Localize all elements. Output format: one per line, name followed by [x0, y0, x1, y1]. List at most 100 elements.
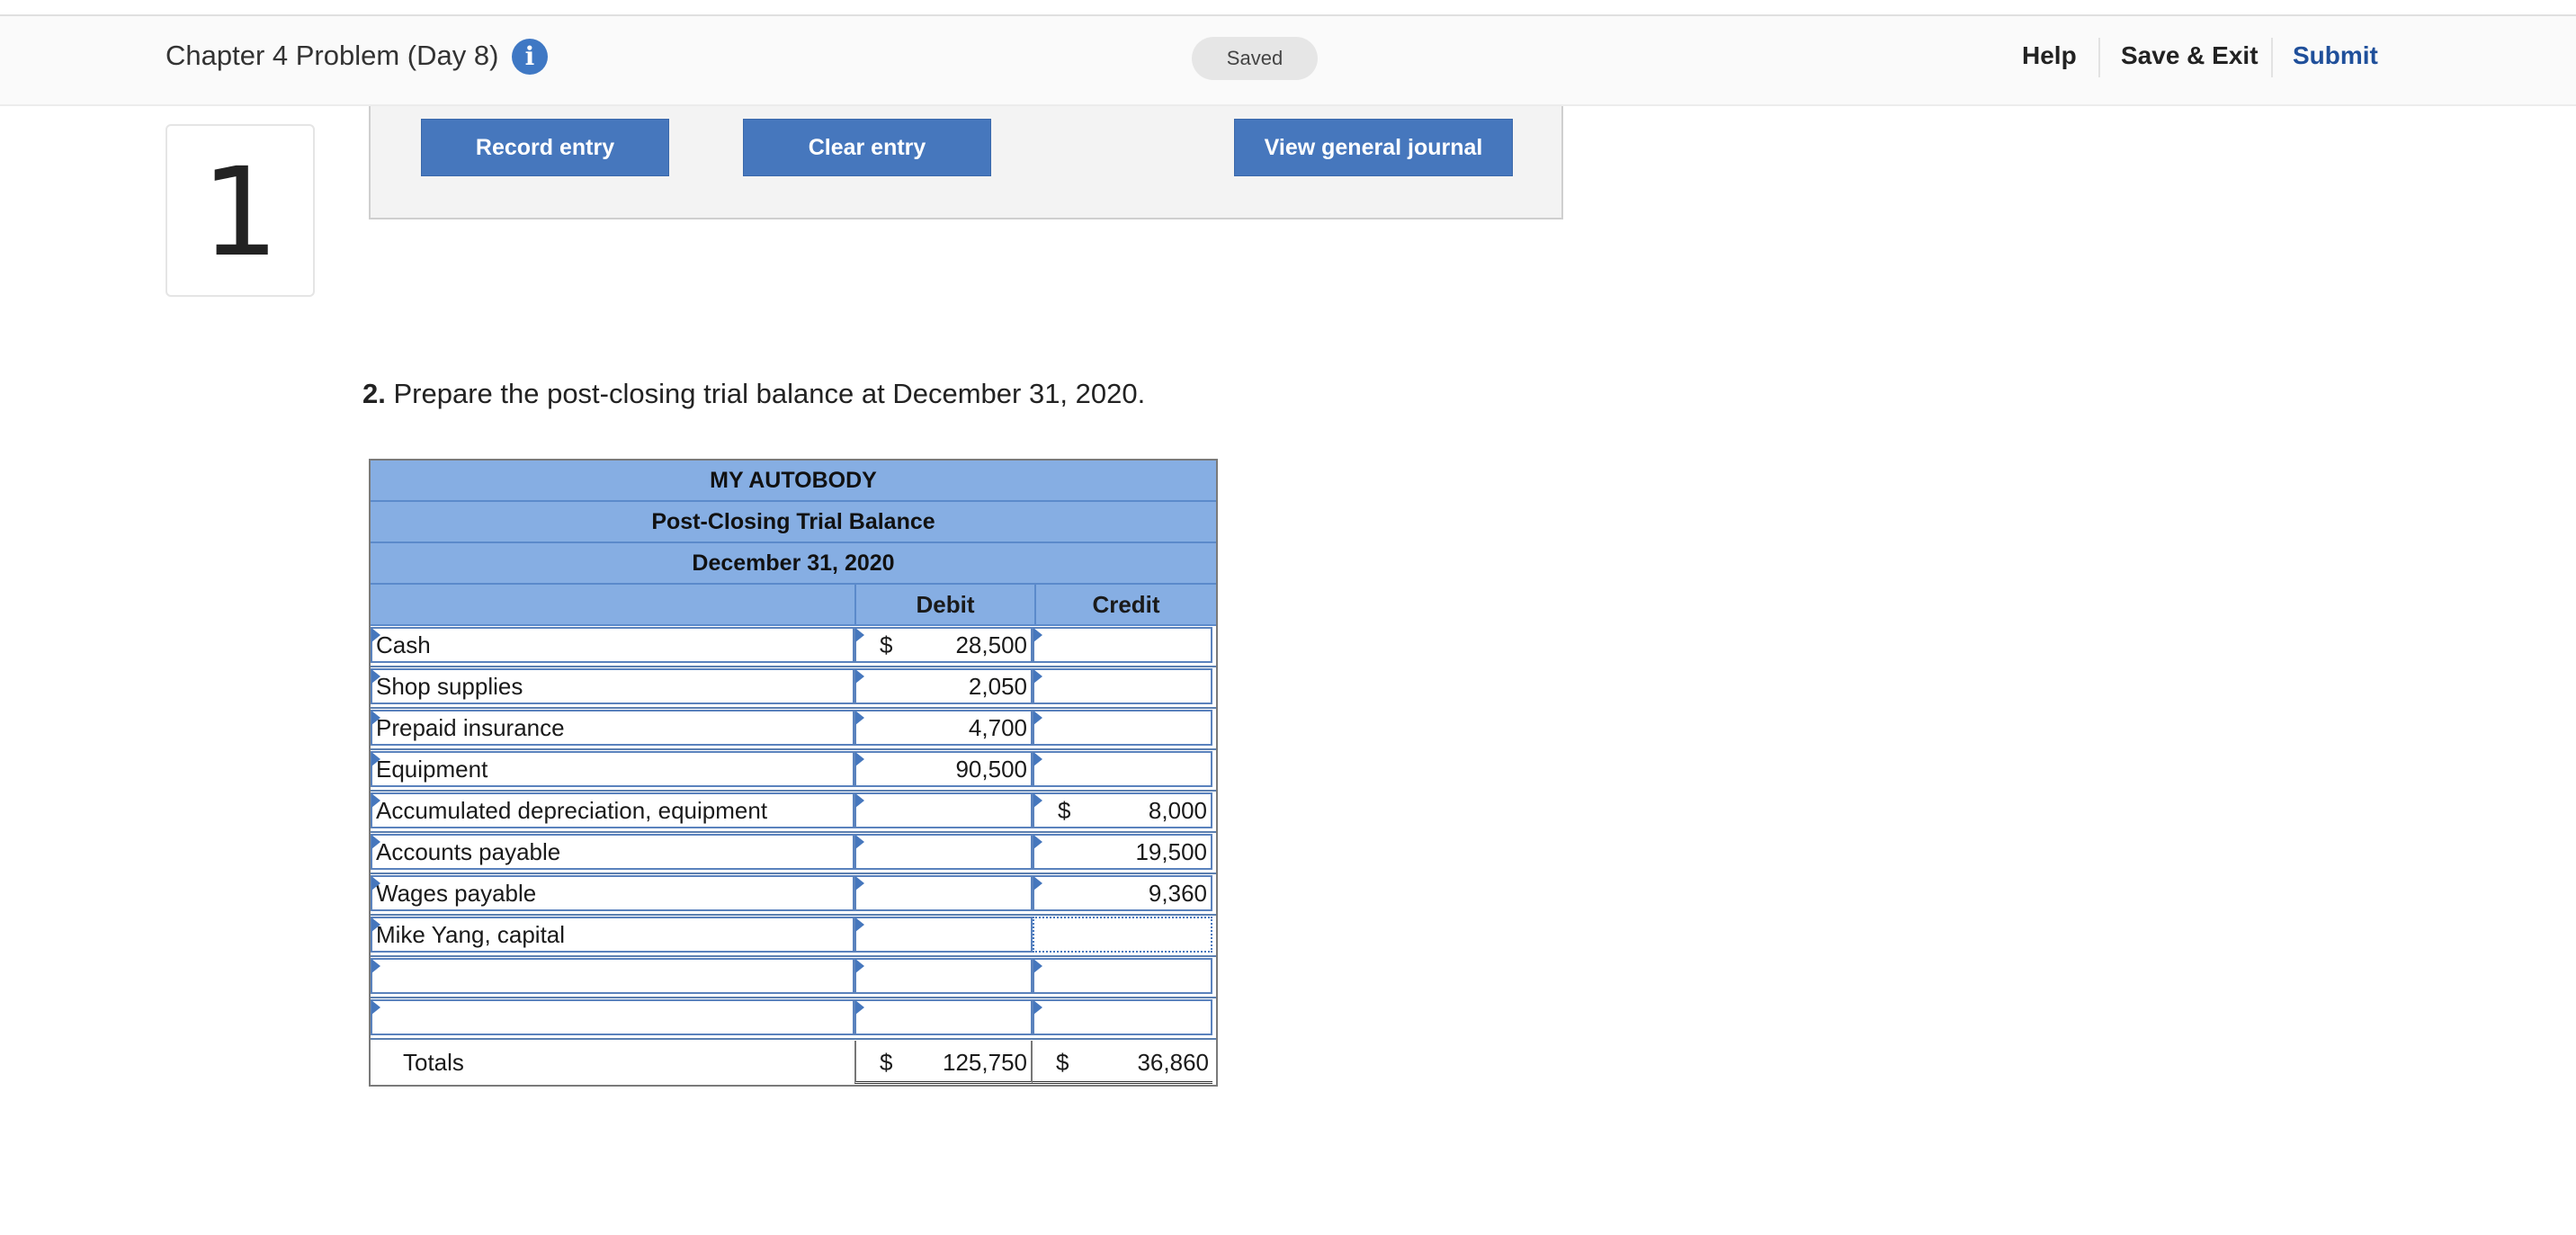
dropdown-indicator-icon [855, 959, 864, 973]
credit-amount: 19,500 [1135, 838, 1207, 865]
debit-input[interactable]: 90,500 [854, 751, 1033, 787]
credit-input[interactable] [1033, 668, 1212, 704]
debit-input[interactable] [854, 792, 1033, 828]
clear-entry-button[interactable]: Clear entry [743, 119, 991, 176]
save-exit-link[interactable]: Save & Exit [2121, 41, 2258, 69]
submit-link[interactable]: Submit [2293, 41, 2378, 69]
credit-column-header: Credit [1092, 591, 1160, 618]
account-name: Accounts payable [376, 838, 561, 865]
account-name-input[interactable]: Accounts payable [371, 834, 854, 870]
app-header: Chapter 4 Problem (Day 8) i Saved Help S… [0, 16, 2576, 106]
account-name: Equipment [376, 756, 488, 783]
debit-total: $ 125,750 [854, 1041, 1033, 1084]
credit-input[interactable] [1033, 627, 1212, 663]
dropdown-indicator-icon [1033, 711, 1042, 725]
dropdown-indicator-icon [371, 1000, 380, 1015]
instruction-text: 2. Prepare the post-closing trial balanc… [362, 378, 1145, 410]
credit-input[interactable]: $8,000 [1033, 792, 1212, 828]
dropdown-indicator-icon [1033, 959, 1042, 973]
record-entry-button[interactable]: Record entry [421, 119, 669, 176]
account-name-input[interactable] [371, 958, 854, 994]
saved-status-badge: Saved [1192, 37, 1318, 80]
debit-input[interactable] [854, 834, 1033, 870]
debit-amount: 28,500 [955, 631, 1027, 658]
dropdown-indicator-icon [1033, 752, 1042, 766]
credit-input[interactable] [1033, 958, 1212, 994]
account-name-input[interactable]: Prepaid insurance [371, 710, 854, 746]
totals-row: Totals $ 125,750 $ 36,860 [371, 1040, 1216, 1085]
credit-input[interactable]: 19,500 [1033, 834, 1212, 870]
account-name-input[interactable]: Wages payable [371, 875, 854, 911]
question-number-card: 1 [165, 124, 315, 297]
account-name-input[interactable]: Cash [371, 627, 854, 663]
dropdown-indicator-icon [855, 793, 864, 808]
credit-total-value: 36,860 [1137, 1049, 1209, 1076]
dropdown-indicator-icon [855, 752, 864, 766]
table-row: Accounts payable 19,500 [371, 833, 1216, 874]
credit-input[interactable] [1033, 710, 1212, 746]
debit-total-value: 125,750 [943, 1049, 1027, 1076]
account-name-input[interactable]: Equipment [371, 751, 854, 787]
dropdown-indicator-icon [855, 711, 864, 725]
dropdown-indicator-icon [855, 835, 864, 849]
account-name: Prepaid insurance [376, 714, 565, 741]
top-rule [0, 0, 2576, 16]
dropdown-indicator-icon [371, 793, 380, 808]
instruction-body: Prepare the post-closing trial balance a… [385, 378, 1146, 409]
account-name-input[interactable] [371, 999, 854, 1035]
dropdown-indicator-icon [371, 669, 380, 684]
debit-input[interactable] [854, 917, 1033, 953]
credit-amount: 9,360 [1148, 880, 1207, 907]
info-icon[interactable]: i [512, 39, 548, 75]
debit-input[interactable] [854, 875, 1033, 911]
debit-input[interactable] [854, 999, 1033, 1035]
dropdown-indicator-icon [855, 669, 864, 684]
dropdown-indicator-icon [1033, 876, 1042, 890]
dropdown-indicator-icon [371, 628, 380, 642]
credit-input[interactable] [1033, 999, 1212, 1035]
dropdown-indicator-icon [371, 835, 380, 849]
dropdown-indicator-icon [371, 711, 380, 725]
dropdown-indicator-icon [1033, 669, 1042, 684]
account-name: Cash [376, 631, 431, 658]
dropdown-indicator-icon [855, 876, 864, 890]
dollar-sign: $ [880, 631, 893, 658]
dropdown-indicator-icon [1033, 835, 1042, 849]
credit-input[interactable] [1033, 751, 1212, 787]
table-row: Mike Yang, capital [371, 916, 1216, 957]
table-row: Prepaid insurance 4,700 [371, 709, 1216, 750]
header-divider [2098, 38, 2100, 77]
account-name-input[interactable]: Accumulated depreciation, equipment [371, 792, 854, 828]
dropdown-indicator-icon [371, 876, 380, 890]
instruction-number: 2. [362, 378, 386, 409]
company-name: MY AUTOBODY [371, 461, 1216, 502]
account-name-input[interactable]: Mike Yang, capital [371, 917, 854, 953]
trial-balance-table: MY AUTOBODY Post-Closing Trial Balance D… [369, 459, 1218, 1087]
dropdown-indicator-icon [855, 628, 864, 642]
statement-date: December 31, 2020 [371, 543, 1216, 585]
dollar-sign: $ [1056, 1049, 1069, 1076]
account-name-input[interactable]: Shop supplies [371, 668, 854, 704]
account-name: Mike Yang, capital [376, 921, 566, 948]
account-name: Shop supplies [376, 673, 523, 700]
account-name: Accumulated depreciation, equipment [376, 797, 768, 824]
debit-input[interactable]: $28,500 [854, 627, 1033, 663]
totals-label: Totals [371, 1041, 854, 1084]
dollar-sign: $ [880, 1049, 893, 1076]
credit-input[interactable]: 9,360 [1033, 875, 1212, 911]
view-general-journal-button[interactable]: View general journal [1234, 119, 1513, 176]
assignment-title: Chapter 4 Problem (Day 8) [165, 40, 499, 71]
debit-input[interactable]: 4,700 [854, 710, 1033, 746]
table-row: Shop supplies 2,050 [371, 667, 1216, 709]
help-link[interactable]: Help [2022, 41, 2077, 69]
table-row: Wages payable 9,360 [371, 874, 1216, 916]
journal-toolbar: Record entry Clear entry View general jo… [369, 106, 1563, 219]
debit-column-header: Debit [856, 585, 1036, 624]
statement-title: Post-Closing Trial Balance [371, 502, 1216, 543]
debit-input[interactable] [854, 958, 1033, 994]
dropdown-indicator-icon [1033, 793, 1042, 808]
debit-input[interactable]: 2,050 [854, 668, 1033, 704]
dropdown-indicator-icon [1033, 1000, 1042, 1015]
dropdown-indicator-icon [371, 917, 380, 932]
credit-input[interactable] [1033, 917, 1212, 953]
